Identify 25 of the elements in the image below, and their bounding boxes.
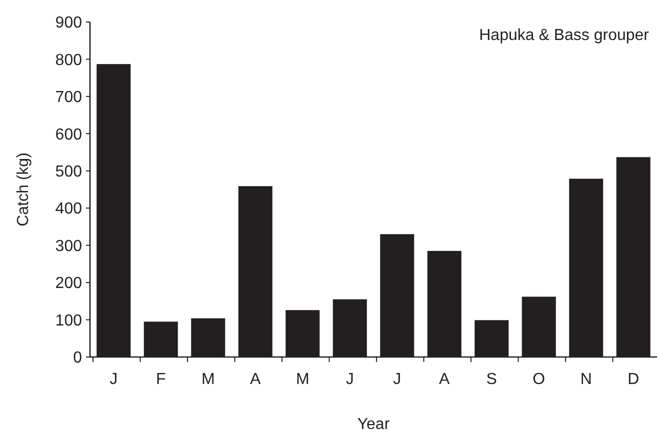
x-tick-label: A xyxy=(250,371,262,388)
x-tick-label: F xyxy=(156,371,166,388)
x-tick-label: M xyxy=(296,371,310,388)
x-tick-label: N xyxy=(580,371,592,388)
y-tick-label: 100 xyxy=(55,312,82,330)
x-tick-label: J xyxy=(346,371,354,388)
x-tick-label: J xyxy=(110,371,118,388)
y-tick-label: 800 xyxy=(55,52,82,69)
y-axis-title: Catch (kg) xyxy=(15,152,32,226)
y-tick-label: 0 xyxy=(73,350,82,367)
y-tick-label: 600 xyxy=(55,126,82,144)
y-tick-label: 300 xyxy=(55,238,82,255)
y-tick-label: 700 xyxy=(55,89,82,106)
x-tick-label: J xyxy=(393,371,402,388)
x-tick-label: A xyxy=(439,371,450,388)
chart-title: Hapuka & Bass grouper xyxy=(479,27,650,44)
x-tick-label: D xyxy=(628,371,640,388)
x-axis-title: Year xyxy=(357,416,390,433)
x-tick-label: O xyxy=(532,371,546,388)
y-tick-label: 400 xyxy=(55,200,82,218)
y-tick-label: 500 xyxy=(55,163,82,180)
x-tick-label: M xyxy=(201,371,215,388)
x-tick-label: S xyxy=(486,371,497,388)
y-tick-label: 200 xyxy=(55,275,82,292)
y-tick-label: 900 xyxy=(55,14,82,32)
